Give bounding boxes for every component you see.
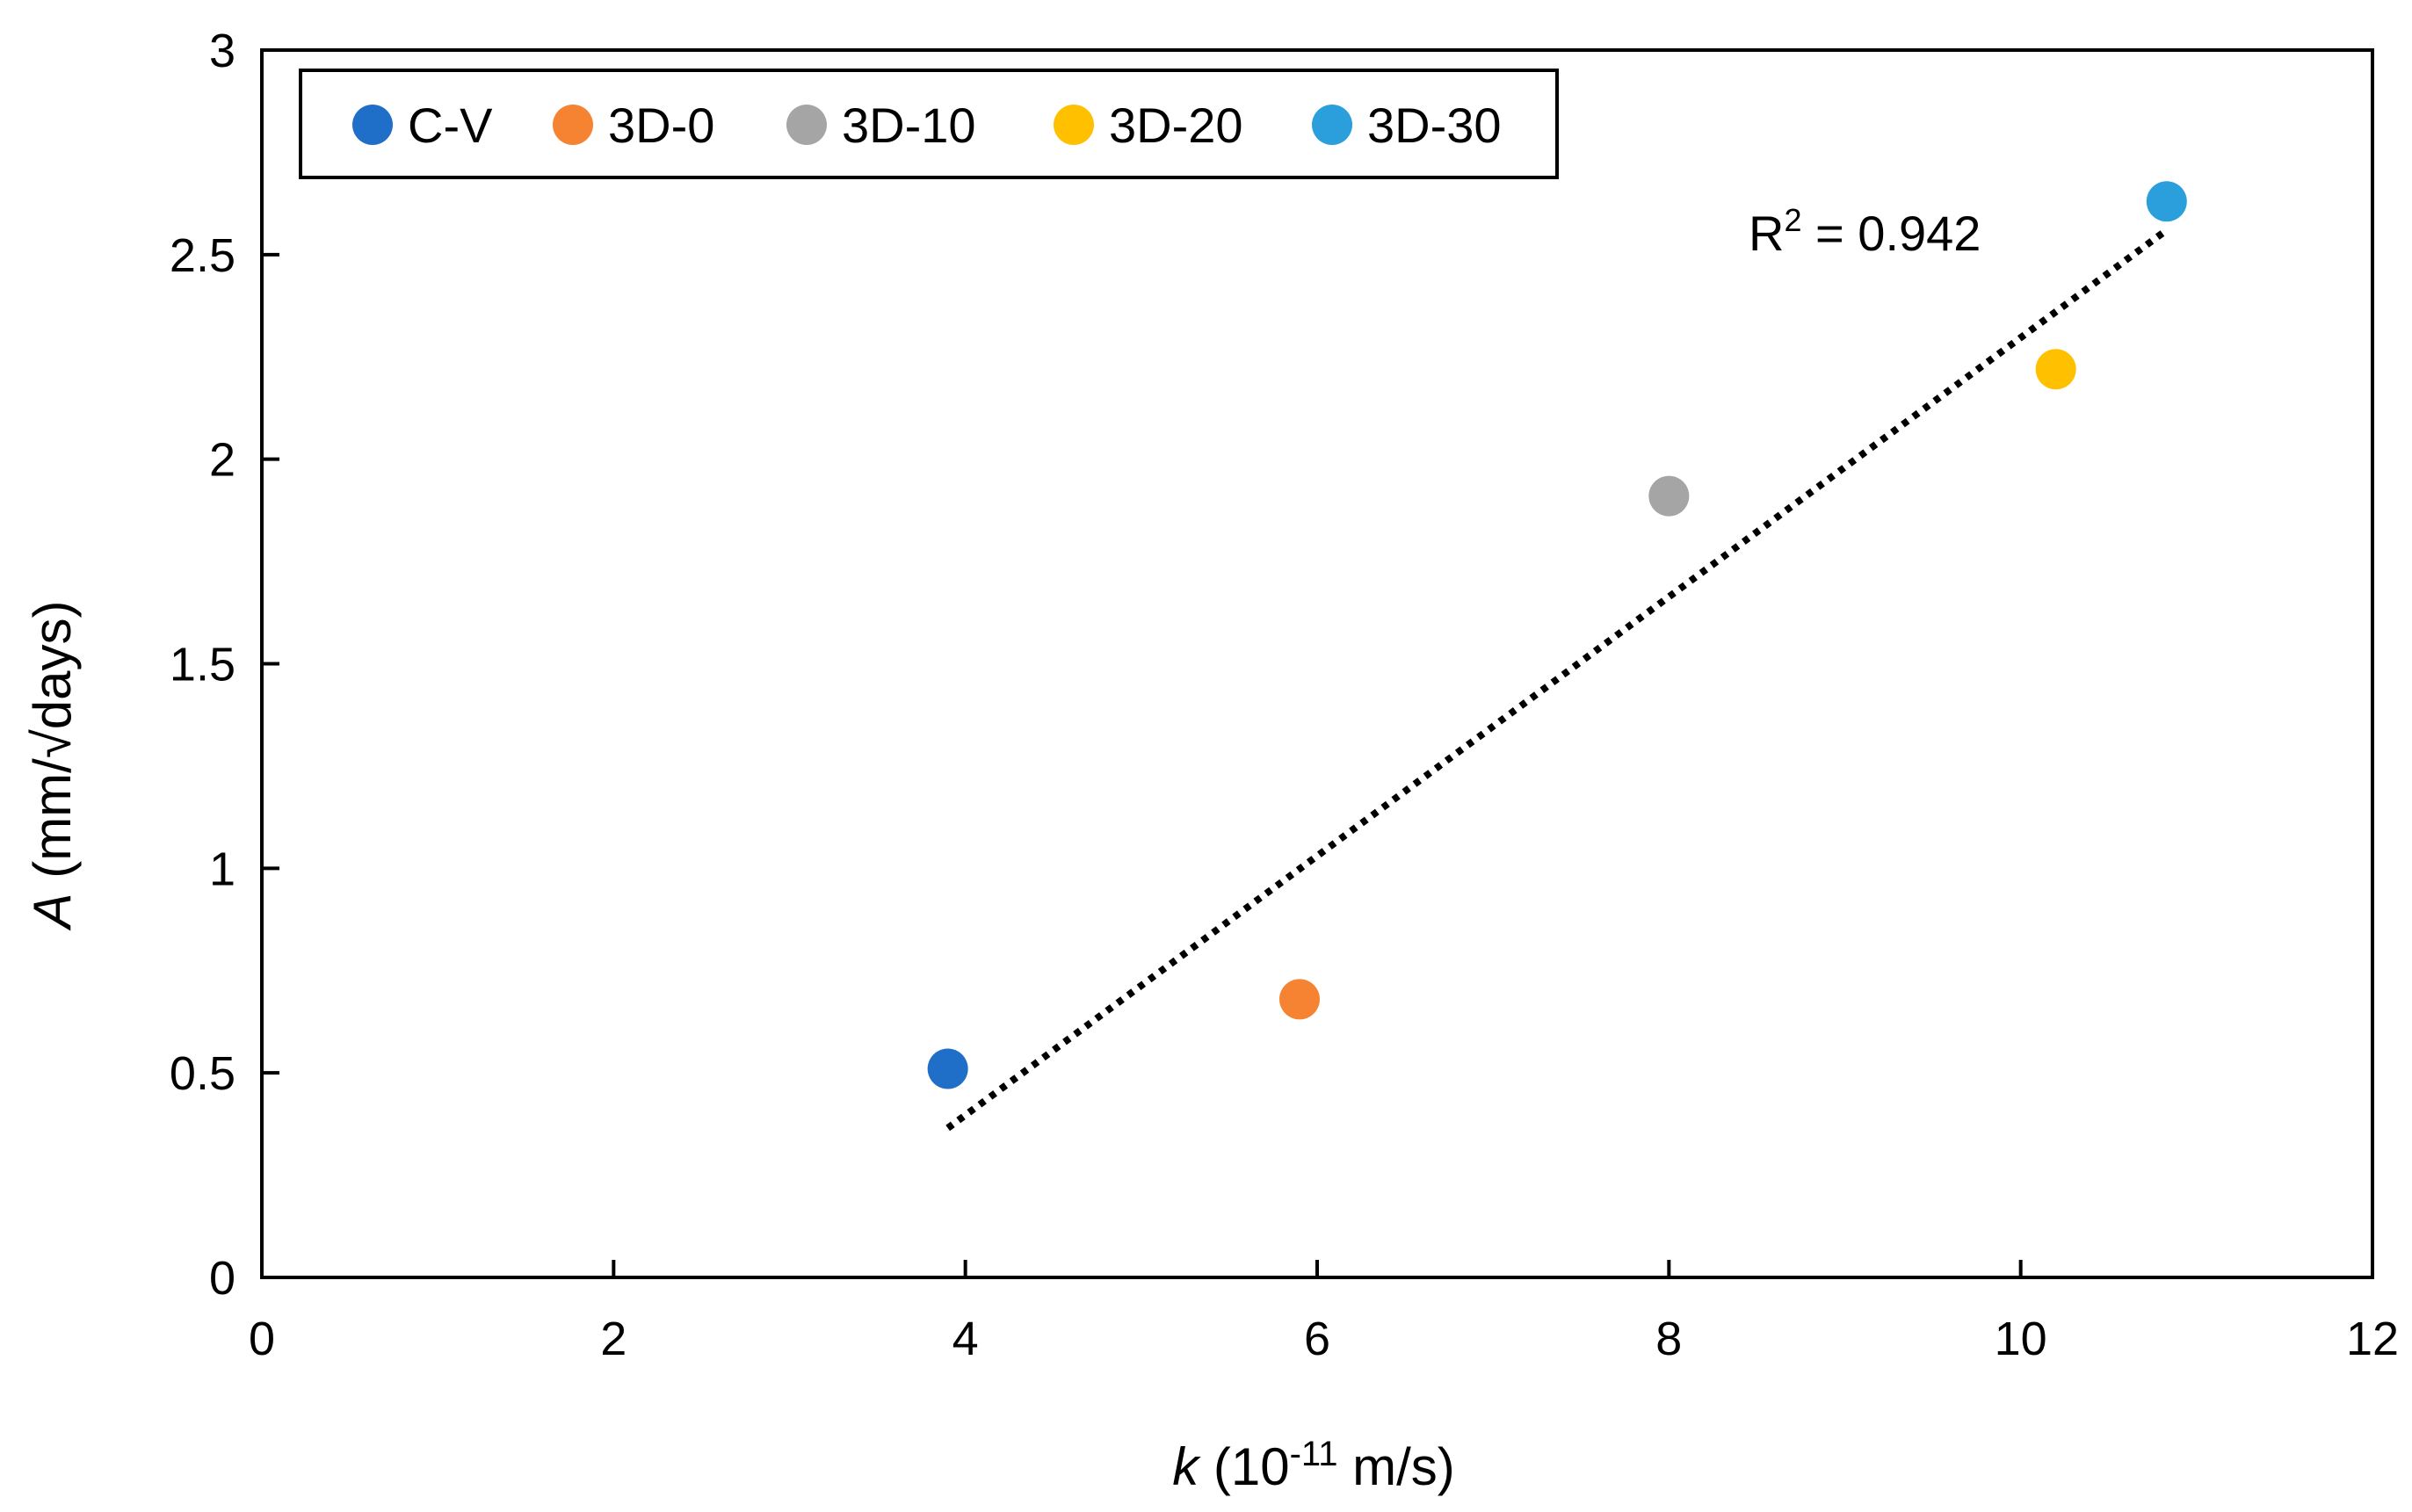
y-axis-title-units: (mm/√days) xyxy=(23,601,82,893)
x-tick-label: 4 xyxy=(952,1313,979,1365)
data-point-3d-30 xyxy=(2146,181,2187,222)
legend-label-3d-20: 3D-20 xyxy=(1109,98,1243,153)
x-axis-title-post: m/s) xyxy=(1337,1437,1454,1496)
plot-area xyxy=(927,181,2187,1132)
data-point-3d-0 xyxy=(1278,979,1320,1020)
legend-marker-3d-10 xyxy=(786,105,827,145)
data-point-3d-10 xyxy=(1648,475,1690,517)
x-tick-label: 10 xyxy=(1995,1313,2047,1365)
y-axis-title-symbol: A xyxy=(23,893,82,930)
r-squared-exponent: 2 xyxy=(1784,202,1801,238)
x-tick-label: 12 xyxy=(2346,1313,2399,1365)
legend-marker-3d-30 xyxy=(1312,105,1352,145)
legend-marker-3d-0 xyxy=(553,105,593,145)
legend-marker-3d-20 xyxy=(1054,105,1094,145)
x-tick-label: 0 xyxy=(249,1313,275,1365)
data-point-c-v xyxy=(927,1048,968,1089)
legend: C-V 3D-0 3D-10 3D-20 3D-30 xyxy=(299,69,1559,179)
x-tick-label: 8 xyxy=(1655,1313,1682,1365)
legend-marker-c-v xyxy=(352,105,393,145)
x-axis-title-pre: (10 xyxy=(1199,1437,1289,1496)
r-squared-label: R2 = 0.942 xyxy=(1749,202,1981,261)
r-squared-base: R xyxy=(1749,206,1784,261)
y-tick-label: 1 xyxy=(209,843,235,895)
y-tick-label: 0 xyxy=(209,1252,235,1305)
y-tick-label: 0.5 xyxy=(170,1047,235,1100)
data-point-3d-20 xyxy=(2035,349,2076,390)
legend-label-c-v: C-V xyxy=(408,98,493,153)
axes: 0 2 4 6 8 10 12 0 0.5 1 1.5 2 2.5 3 xyxy=(170,25,2399,1365)
x-tick-label: 2 xyxy=(600,1313,627,1365)
y-tick-label: 1.5 xyxy=(170,639,235,691)
x-tick-label: 6 xyxy=(1304,1313,1330,1365)
legend-label-3d-10: 3D-10 xyxy=(842,98,976,153)
y-tick-label: 3 xyxy=(209,25,235,77)
trendline xyxy=(945,227,2169,1132)
y-tick-label: 2.5 xyxy=(170,229,235,282)
plot-frame xyxy=(260,48,2374,1279)
legend-label-3d-0: 3D-0 xyxy=(608,98,714,153)
x-axis-title-symbol: k xyxy=(1172,1437,1201,1496)
r-squared-value: = 0.942 xyxy=(1801,206,1981,261)
x-axis-title-exponent: -11 xyxy=(1290,1435,1338,1473)
y-tick-label: 2 xyxy=(209,434,235,487)
legend-label-3d-30: 3D-30 xyxy=(1367,98,1502,153)
legend-items: C-V 3D-0 3D-10 3D-20 3D-30 xyxy=(352,98,1502,153)
x-axis-title: k (10-11 m/s) xyxy=(1172,1435,1455,1496)
y-axis-title: A (mm/√days) xyxy=(23,601,82,931)
